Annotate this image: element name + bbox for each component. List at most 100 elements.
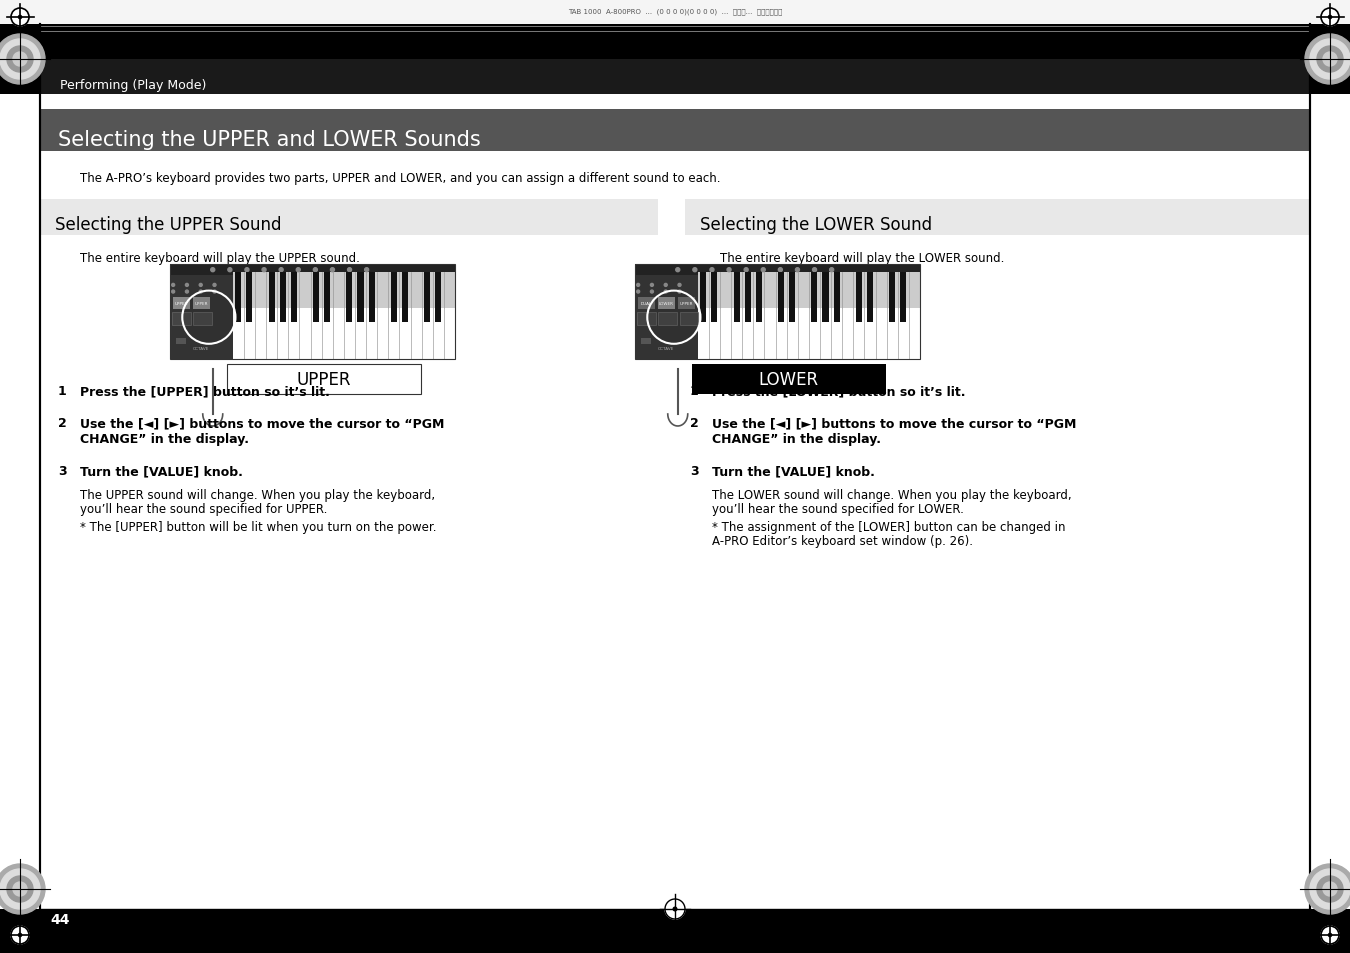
Circle shape	[19, 16, 22, 20]
Circle shape	[664, 284, 667, 287]
Circle shape	[7, 47, 32, 73]
Circle shape	[676, 269, 680, 273]
Bar	[390, 273, 397, 323]
Bar	[693, 365, 886, 395]
Bar	[641, 338, 651, 344]
Bar	[657, 298, 675, 310]
Bar	[170, 265, 455, 359]
Circle shape	[14, 882, 27, 896]
Circle shape	[211, 269, 215, 273]
Circle shape	[0, 35, 45, 85]
Circle shape	[244, 269, 248, 273]
Bar	[227, 365, 421, 395]
Bar	[684, 200, 1310, 235]
Bar	[790, 273, 795, 323]
Circle shape	[228, 269, 232, 273]
Bar	[711, 273, 717, 323]
Text: UPPER: UPPER	[297, 371, 351, 389]
Circle shape	[185, 291, 189, 294]
Bar	[637, 314, 656, 326]
Text: OCTAVE: OCTAVE	[193, 346, 209, 351]
Text: Press the [LOWER] button so it’s lit.: Press the [LOWER] button so it’s lit.	[711, 385, 965, 397]
Bar	[227, 365, 421, 395]
Bar	[232, 273, 455, 359]
Circle shape	[678, 291, 680, 294]
Bar	[867, 273, 873, 323]
Circle shape	[1328, 933, 1331, 937]
Circle shape	[1305, 864, 1350, 914]
Circle shape	[1318, 47, 1343, 73]
Bar	[235, 273, 242, 323]
Text: CHANGE” in the display.: CHANGE” in the display.	[711, 433, 882, 446]
Bar	[290, 273, 297, 323]
Circle shape	[637, 284, 640, 287]
Bar	[40, 200, 657, 235]
Circle shape	[14, 53, 27, 67]
Text: UPPER: UPPER	[194, 302, 208, 306]
Bar	[279, 273, 286, 323]
Circle shape	[710, 269, 714, 273]
Bar	[698, 273, 919, 309]
Circle shape	[182, 292, 235, 344]
Bar	[435, 273, 441, 323]
Bar	[40, 60, 1310, 95]
Text: Selecting the UPPER and LOWER Sounds: Selecting the UPPER and LOWER Sounds	[58, 130, 481, 150]
Bar	[637, 298, 655, 310]
Text: 1: 1	[690, 385, 699, 397]
Bar	[679, 314, 698, 326]
Bar	[424, 273, 431, 323]
Bar	[347, 273, 352, 323]
Bar	[40, 110, 1310, 152]
Bar	[701, 273, 706, 323]
Circle shape	[1310, 869, 1350, 909]
Text: The UPPER sound will change. When you play the keyboard,: The UPPER sound will change. When you pl…	[80, 489, 435, 501]
Text: 1: 1	[58, 385, 66, 397]
Bar	[193, 298, 211, 310]
Circle shape	[331, 269, 335, 273]
Circle shape	[296, 269, 300, 273]
Bar	[177, 338, 186, 344]
Bar	[170, 265, 455, 276]
Bar	[0, 0, 1350, 25]
Bar	[40, 928, 1310, 953]
Circle shape	[313, 269, 317, 273]
Circle shape	[171, 291, 174, 294]
Text: LOWER: LOWER	[659, 302, 674, 306]
Circle shape	[674, 907, 676, 911]
Circle shape	[262, 269, 266, 273]
Bar	[822, 273, 829, 323]
Bar	[678, 298, 695, 310]
Circle shape	[651, 291, 653, 294]
Text: The A-PRO’s keyboard provides two parts, UPPER and LOWER, and you can assign a d: The A-PRO’s keyboard provides two parts,…	[80, 172, 721, 185]
Circle shape	[728, 269, 732, 273]
Text: A-PRO Editor’s keyboard set window (p. 26).: A-PRO Editor’s keyboard set window (p. 2…	[711, 535, 973, 547]
Circle shape	[11, 926, 28, 944]
Circle shape	[637, 291, 640, 294]
Bar	[0, 25, 1350, 95]
Circle shape	[347, 269, 351, 273]
Text: Turn the [VALUE] knob.: Turn the [VALUE] knob.	[80, 464, 243, 477]
Text: you’ll hear the sound specified for LOWER.: you’ll hear the sound specified for LOWE…	[711, 502, 964, 516]
Bar	[170, 276, 232, 359]
Bar	[171, 314, 190, 326]
Circle shape	[744, 269, 748, 273]
Text: UPPER: UPPER	[679, 302, 693, 306]
Circle shape	[213, 291, 216, 294]
Circle shape	[651, 284, 653, 287]
Bar	[900, 273, 906, 323]
Bar	[0, 909, 1350, 953]
Bar	[634, 276, 698, 359]
Text: * The assignment of the [LOWER] button can be changed in: * The assignment of the [LOWER] button c…	[711, 520, 1065, 534]
Circle shape	[830, 269, 834, 273]
Circle shape	[779, 269, 783, 273]
Text: OCTAVE: OCTAVE	[659, 346, 675, 351]
Bar	[193, 314, 212, 326]
Circle shape	[678, 284, 680, 287]
Circle shape	[364, 269, 369, 273]
Bar	[856, 273, 861, 323]
Text: TAB 1000  A-800PRO  ...  (0 0 0 0)(0 0 0 0)  ...  目目目...  名名名名名名: TAB 1000 A-800PRO ... (0 0 0 0)(0 0 0 0)…	[568, 9, 782, 15]
Bar	[890, 273, 895, 323]
Text: Use the [◄] [►] buttons to move the cursor to “PGM: Use the [◄] [►] buttons to move the curs…	[80, 416, 444, 430]
Bar	[634, 265, 919, 359]
Text: The LOWER sound will change. When you play the keyboard,: The LOWER sound will change. When you pl…	[711, 489, 1072, 501]
